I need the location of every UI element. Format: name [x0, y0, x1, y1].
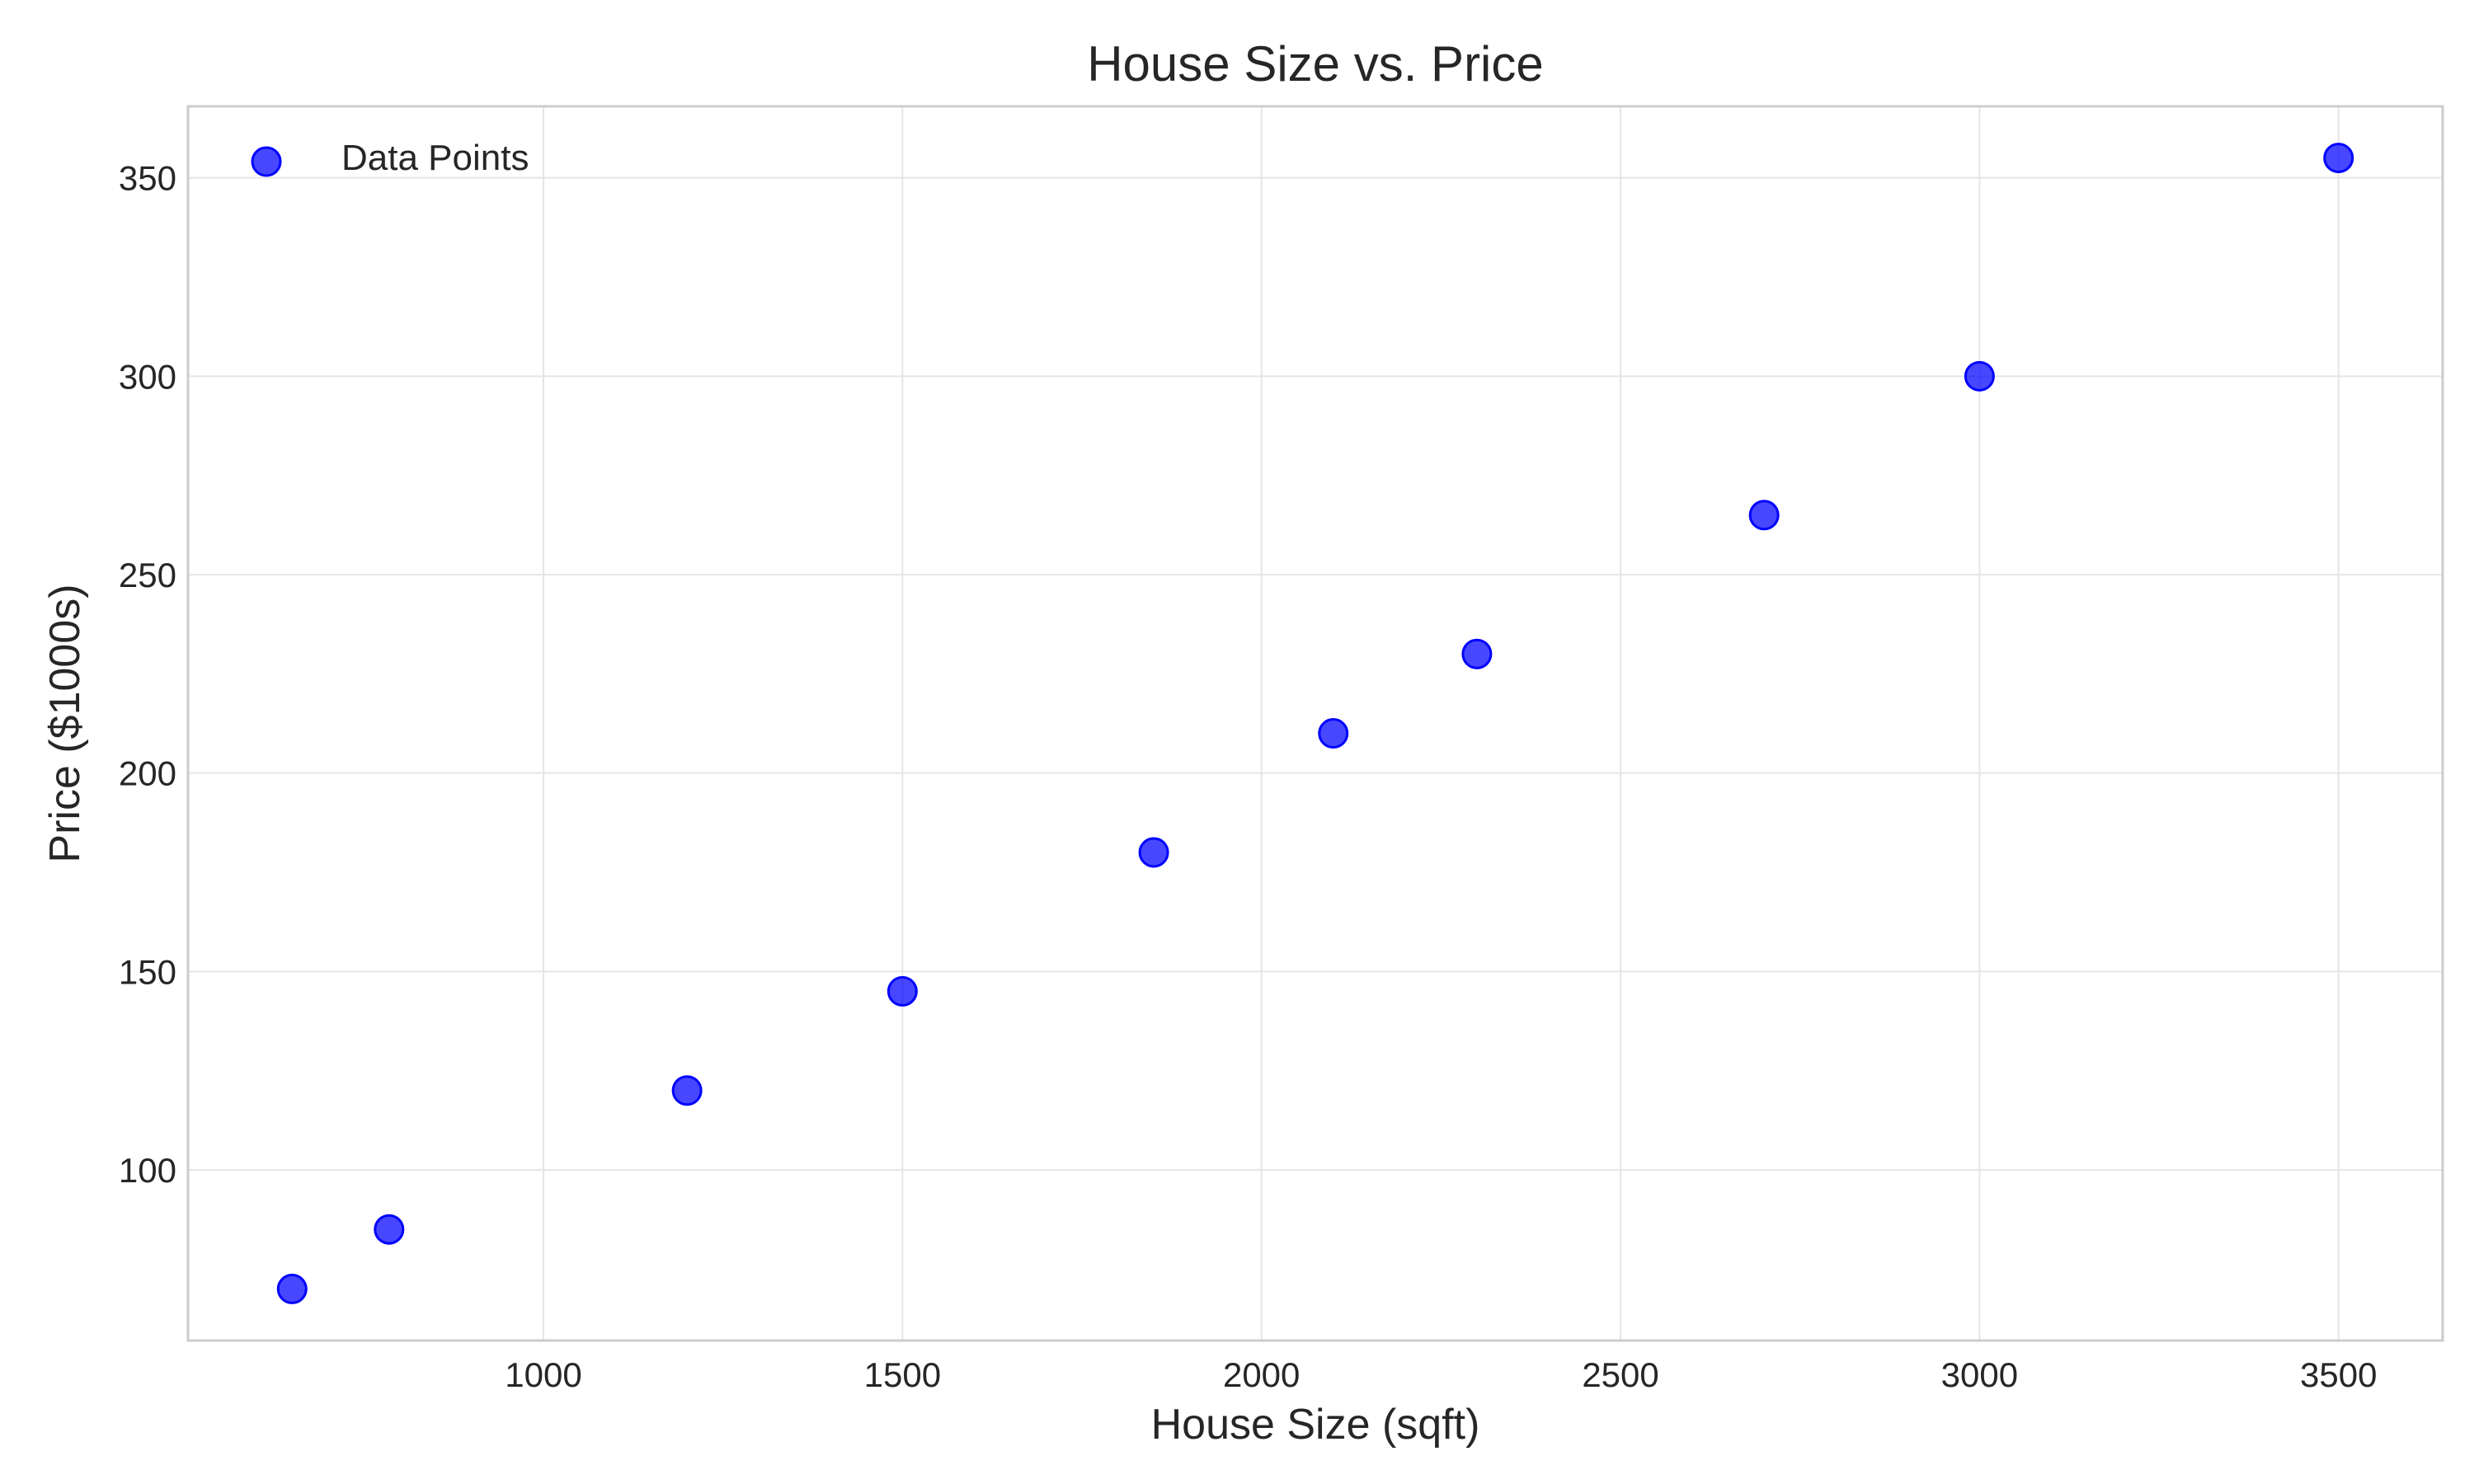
x-tick-label: 3000 [1941, 1355, 2018, 1394]
data-points [276, 143, 2354, 1304]
data-point [1748, 500, 1780, 531]
data-point [1318, 718, 1349, 749]
data-point [1964, 360, 1995, 392]
chart-title: House Size vs. Price [1087, 36, 1544, 92]
y-tick-label: 300 [119, 357, 176, 396]
x-tick-label: 2500 [1582, 1355, 1658, 1394]
y-tick-label: 200 [119, 754, 176, 793]
data-point [276, 1273, 308, 1304]
x-tick-label: 1000 [505, 1355, 581, 1394]
legend-label: Data Points [341, 138, 529, 178]
y-axis-label: Price ($1000s) [41, 584, 89, 862]
tick-labels: 1000 1500 2000 2500 3000 3500 100 150 200 250 300 3… [119, 159, 2378, 1394]
y-tick-label: 150 [119, 952, 176, 991]
plot-frame [186, 105, 2444, 1342]
grid [188, 106, 2443, 1341]
y-tick-label: 350 [119, 159, 176, 198]
data-point [1461, 638, 1493, 669]
data-point [374, 1214, 405, 1245]
x-tick-label: 3500 [2300, 1355, 2377, 1394]
data-point [1138, 837, 1169, 868]
x-tick-label: 2000 [1223, 1355, 1300, 1394]
x-tick-label: 1500 [864, 1355, 941, 1394]
data-point [2323, 143, 2354, 174]
x-axis-label: House Size (sqft) [1151, 1401, 1480, 1449]
data-point [671, 1075, 703, 1106]
legend-marker [251, 146, 282, 177]
data-point [887, 975, 918, 1007]
y-tick-label: 250 [119, 556, 176, 594]
y-tick-label: 100 [119, 1151, 176, 1190]
legend: Data Points [251, 138, 529, 178]
